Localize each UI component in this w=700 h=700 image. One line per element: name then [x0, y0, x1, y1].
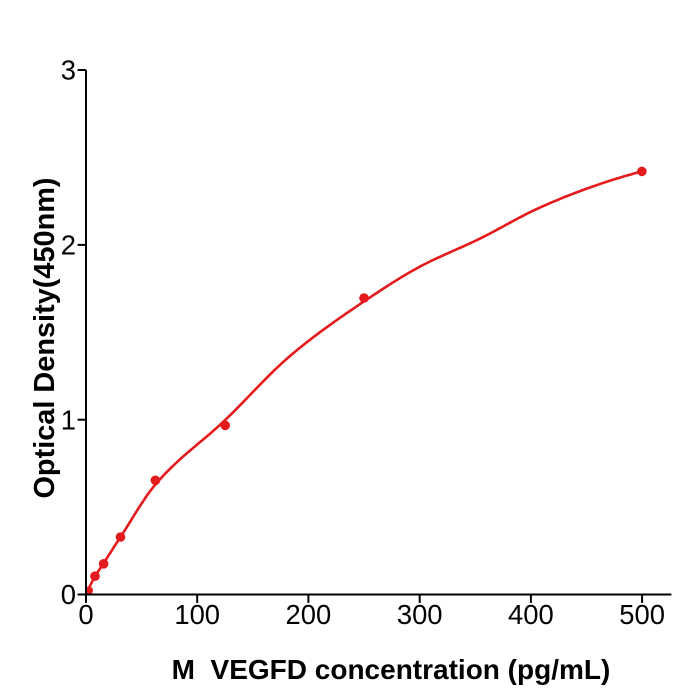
svg-text:3: 3	[61, 55, 76, 86]
svg-text:100: 100	[174, 599, 220, 630]
svg-text:0: 0	[78, 599, 93, 630]
svg-text:2: 2	[61, 230, 76, 261]
svg-text:M VEGFD concentration (pg/mL): M VEGFD concentration (pg/mL)	[172, 654, 611, 685]
svg-text:400: 400	[508, 599, 554, 630]
svg-text:1: 1	[61, 404, 76, 435]
svg-text:Optical Density(450nm): Optical Density(450nm)	[29, 177, 61, 498]
svg-text:0: 0	[61, 579, 76, 610]
svg-text:200: 200	[286, 599, 332, 630]
svg-text:500: 500	[619, 599, 665, 630]
svg-text:300: 300	[397, 599, 443, 630]
